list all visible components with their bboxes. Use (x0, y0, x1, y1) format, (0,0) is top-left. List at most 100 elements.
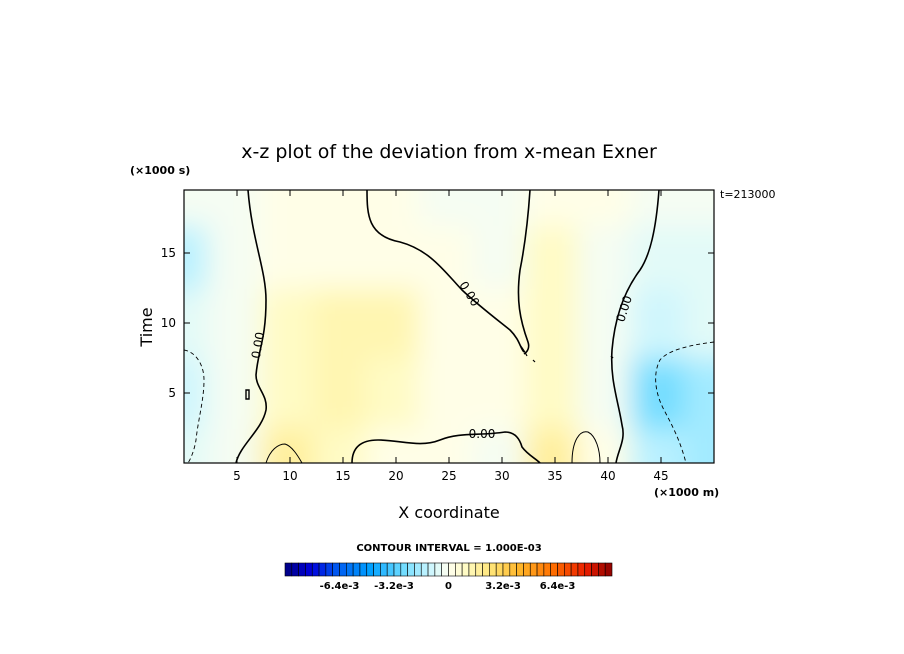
y-tick-label: 15 (161, 246, 176, 260)
colorbar-cell (414, 562, 422, 577)
x-axis-label: X coordinate (398, 503, 499, 522)
colorbar-cell (434, 562, 442, 577)
colorbar-cell (325, 562, 333, 577)
colorbar-cell (482, 562, 490, 577)
colorbar-tick-label: 3.2e-3 (485, 581, 521, 592)
colorbar-cell (604, 562, 613, 577)
colorbar-cell (502, 562, 511, 577)
y-tick-label: 5 (168, 386, 176, 400)
colorbar-cell (591, 562, 599, 577)
y-axis-label: Time (137, 307, 156, 347)
colorbar-tick-label: -6.4e-3 (320, 581, 360, 592)
colorbar-cell (346, 562, 354, 577)
x-tick-label: 25 (441, 469, 456, 483)
x-tick-label: 10 (282, 469, 297, 483)
field-cell (260, 357, 320, 429)
colorbar-cell (461, 562, 470, 577)
contour-tick-a (519, 344, 528, 357)
colorbar-tick-label: 6.4e-3 (540, 581, 576, 592)
field-cell (684, 427, 714, 463)
colorbar-cell (577, 562, 586, 577)
colorbar-cell (311, 562, 320, 577)
contour-label-bottom: 0.00 (469, 427, 496, 441)
colorbar-cell (536, 562, 545, 577)
y-tick-label: 10 (161, 316, 176, 330)
x-axis: 5 10 15 20 25 30 35 40 45 (233, 190, 669, 483)
colorbar-cell (455, 562, 463, 577)
colorbar-cell (550, 562, 558, 577)
field-cell (366, 287, 426, 359)
colorbar-cell (523, 562, 531, 577)
zero-contour-center (366, 190, 525, 353)
time-label: t=213000 (720, 188, 776, 201)
field-cell (207, 357, 267, 429)
field-cell (525, 217, 585, 289)
contour-interval-label: CONTOUR INTERVAL = 1.000E-03 (356, 543, 541, 554)
colorbar-cell (332, 562, 340, 577)
colorbar-cell (495, 562, 504, 577)
colorbar-cell (468, 562, 477, 577)
colorbar-cell (393, 562, 402, 577)
field-cell (631, 217, 691, 289)
x-tick-label: 5 (233, 469, 241, 483)
colorbar-tick-label: 0 (445, 581, 452, 592)
contour-tick-c (610, 355, 614, 359)
zero-contour-bottom (351, 431, 541, 463)
colorbar (284, 562, 613, 577)
zero-contour-center-right (517, 190, 531, 355)
colorbar-tick-label: -3.2e-3 (374, 581, 414, 592)
colorbar-cell (305, 562, 313, 577)
contour-positive-left (265, 443, 303, 463)
field-cell (684, 190, 714, 226)
colorbar-cell (366, 562, 374, 577)
colorbar-cell (516, 562, 524, 577)
colorbar-cell (570, 562, 579, 577)
field-cell (419, 287, 479, 359)
field-cell (207, 217, 267, 289)
colorbar-cell (557, 562, 565, 577)
colorbar-cell (475, 562, 483, 577)
contour-positive-right (571, 431, 601, 463)
field-cell (578, 287, 638, 359)
chart-title: x-z plot of the deviation from x-mean Ex… (241, 141, 657, 163)
y-unit-label: (×1000 s) (130, 164, 190, 177)
contour-lines (184, 190, 714, 463)
field-cell (631, 357, 691, 429)
x-unit-label: (×1000 m) (654, 486, 719, 499)
y-axis: 5 10 15 (161, 246, 714, 400)
colorbar-cell (339, 562, 347, 577)
colorbar-cell (529, 562, 538, 577)
x-tick-label: 30 (494, 469, 509, 483)
colorbar-cell (298, 562, 306, 577)
field-cell (472, 357, 532, 429)
x-tick-label: 45 (653, 469, 668, 483)
field-cell (525, 357, 585, 429)
field-cell (260, 287, 320, 359)
colorbar-cell (386, 562, 395, 577)
colorbar-cell (373, 562, 381, 577)
colorbar-cell (352, 562, 361, 577)
colorbar-cell (564, 562, 572, 577)
colorbar-cell (448, 562, 456, 577)
field-cell (207, 287, 267, 359)
field-cell (419, 357, 479, 429)
field-cell (313, 357, 373, 429)
negative-contour-left (184, 349, 205, 463)
field-shading (184, 190, 714, 463)
field-cell (578, 357, 638, 429)
field-cell (419, 217, 479, 289)
zero-contour-right (610, 190, 660, 463)
colorbar-cell (291, 562, 299, 577)
colorbar-cell (380, 562, 388, 577)
contour-tick-b (532, 359, 536, 363)
colorbar-cell (509, 562, 517, 577)
x-tick-label: 20 (388, 469, 403, 483)
colorbar-cell (584, 562, 592, 577)
zero-contour-left (235, 190, 267, 463)
colorbar-cell (284, 562, 293, 577)
negative-contour-right (655, 341, 714, 463)
colorbar-ticks: -6.4e-3 -3.2e-3 0 3.2e-3 6.4e-3 (320, 581, 576, 592)
plot-area: 0.00 0.00 0.00 0.00 (184, 190, 714, 463)
x-tick-label: 15 (335, 469, 350, 483)
